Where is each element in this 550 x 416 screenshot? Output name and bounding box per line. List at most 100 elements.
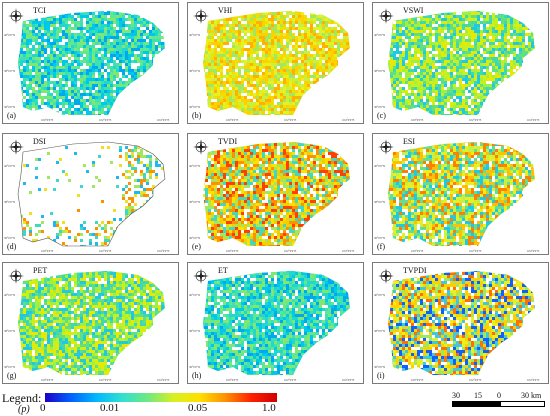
legend-colorbar bbox=[45, 393, 277, 402]
raster-map bbox=[388, 142, 535, 246]
raster-map bbox=[18, 11, 165, 115]
lon-tick: 102°0'0"E bbox=[284, 378, 297, 382]
map-panel-vhi: VHI (b) 100°0'0"E 102°0'0"E 104°0'0"E 40°0'0"… bbox=[187, 2, 364, 124]
lon-tick: 100°0'0"E bbox=[411, 378, 424, 382]
legend-tick-0: 0 bbox=[40, 402, 46, 414]
panel-title: VSWI bbox=[403, 6, 424, 15]
lat-tick: 36°0'0"N bbox=[374, 365, 386, 369]
lon-tick: 104°0'0"E bbox=[157, 378, 170, 382]
map-panel-esi: ESI (f) 100°0'0"E 102°0'0"E 104°0'0"E 40°0'0"… bbox=[372, 133, 549, 255]
lon-tick: 104°0'0"E bbox=[527, 118, 540, 122]
scale-label-1: 15 bbox=[474, 391, 482, 400]
lat-tick: 40°0'0"N bbox=[4, 33, 16, 37]
lon-tick: 104°0'0"E bbox=[527, 378, 540, 382]
scale-label-3: 30 km bbox=[521, 391, 542, 400]
lon-tick: 104°0'0"E bbox=[342, 118, 355, 122]
lon-tick: 102°0'0"E bbox=[469, 378, 482, 382]
lat-tick: 36°0'0"N bbox=[4, 236, 16, 240]
lat-tick: 38°0'0"N bbox=[189, 329, 201, 333]
lon-tick: 102°0'0"E bbox=[284, 249, 297, 253]
raster-map bbox=[388, 11, 535, 115]
legend-label: Legend: bbox=[2, 391, 42, 405]
raster-map bbox=[17, 141, 166, 247]
panel-title: PET bbox=[33, 266, 48, 275]
lon-tick: 102°0'0"E bbox=[99, 378, 112, 382]
map-panel-tvpdi: TVPDI (i) 100°0'0"E 102°0'0"E 104°0'0"E 40°0'… bbox=[372, 262, 549, 384]
raster-map bbox=[18, 271, 165, 375]
raster-map bbox=[203, 11, 350, 115]
lat-tick: 40°0'0"N bbox=[374, 293, 386, 297]
north-arrow-icon bbox=[8, 268, 24, 284]
panel-label: (f) bbox=[377, 242, 385, 251]
panel-title: ET bbox=[218, 266, 228, 275]
lat-tick: 40°0'0"N bbox=[374, 164, 386, 168]
lat-tick: 38°0'0"N bbox=[374, 329, 386, 333]
panel-label: (b) bbox=[192, 111, 202, 120]
lat-tick: 36°0'0"N bbox=[189, 365, 201, 369]
map-panel-tvdi: TVDI (e) 100°0'0"E 102°0'0"E 104°0'0"E 40°0'0… bbox=[187, 133, 364, 255]
north-arrow-icon bbox=[378, 268, 394, 284]
scale-label-2: 0 bbox=[497, 391, 501, 400]
lat-tick: 36°0'0"N bbox=[374, 105, 386, 109]
panel-label: (g) bbox=[7, 371, 17, 380]
map-panel-dsi: DSI (d) 100°0'0"E 102°0'0"E 104°0'0"E 40°0'0"… bbox=[2, 133, 179, 255]
lon-tick: 100°0'0"E bbox=[226, 249, 239, 253]
lat-tick: 38°0'0"N bbox=[4, 200, 16, 204]
lon-tick: 100°0'0"E bbox=[41, 249, 54, 253]
scale-bar-white bbox=[500, 401, 545, 407]
raster-map bbox=[388, 271, 535, 375]
legend-tick-1: 0.01 bbox=[100, 402, 120, 414]
lon-tick: 102°0'0"E bbox=[284, 118, 297, 122]
legend-tick-3: 1.0 bbox=[262, 402, 276, 414]
north-arrow-icon bbox=[193, 139, 209, 155]
lat-tick: 36°0'0"N bbox=[189, 236, 201, 240]
lat-tick: 38°0'0"N bbox=[374, 200, 386, 204]
lat-tick: 40°0'0"N bbox=[189, 33, 201, 37]
panel-label: (h) bbox=[192, 371, 202, 380]
lon-tick: 100°0'0"E bbox=[41, 378, 54, 382]
panel-label: (a) bbox=[7, 111, 16, 120]
scale-bar-black bbox=[452, 401, 500, 407]
map-panel-vswi: VSWI (c) 100°0'0"E 102°0'0"E 104°0'0"E 40°0'0… bbox=[372, 2, 549, 124]
panel-title: TVDI bbox=[218, 137, 238, 146]
lat-tick: 40°0'0"N bbox=[4, 164, 16, 168]
lon-tick: 100°0'0"E bbox=[41, 118, 54, 122]
north-arrow-icon bbox=[378, 139, 394, 155]
map-panel-tci: TCI (a) 100°0'0"E 102°0'0"E 104°0'0"E 40°0'0"… bbox=[2, 2, 179, 124]
panel-label: (c) bbox=[377, 111, 386, 120]
raster-map bbox=[203, 271, 350, 375]
panel-title: VHI bbox=[218, 6, 233, 15]
panel-label: (i) bbox=[377, 371, 385, 380]
panel-label: (d) bbox=[7, 242, 17, 251]
lon-tick: 104°0'0"E bbox=[342, 378, 355, 382]
scale-label-0: 30 bbox=[452, 391, 460, 400]
lat-tick: 36°0'0"N bbox=[374, 236, 386, 240]
lat-tick: 38°0'0"N bbox=[374, 69, 386, 73]
lon-tick: 104°0'0"E bbox=[157, 249, 170, 253]
lon-tick: 100°0'0"E bbox=[226, 378, 239, 382]
lon-tick: 104°0'0"E bbox=[342, 249, 355, 253]
lat-tick: 36°0'0"N bbox=[4, 105, 16, 109]
lon-tick: 102°0'0"E bbox=[99, 249, 112, 253]
legend-unit: (p) bbox=[18, 404, 30, 415]
lon-tick: 100°0'0"E bbox=[411, 118, 424, 122]
lat-tick: 40°0'0"N bbox=[4, 293, 16, 297]
panel-title: TCI bbox=[33, 6, 46, 15]
panel-label: (e) bbox=[192, 242, 201, 251]
lon-tick: 100°0'0"E bbox=[411, 249, 424, 253]
map-panel-pet: PET (g) 100°0'0"E 102°0'0"E 104°0'0"E 40°0'0"… bbox=[2, 262, 179, 384]
lat-tick: 36°0'0"N bbox=[189, 105, 201, 109]
lat-tick: 38°0'0"N bbox=[189, 200, 201, 204]
map-panel-et: ET (h) 100°0'0"E 102°0'0"E 104°0'0"E 40°0'0"N… bbox=[187, 262, 364, 384]
panel-title: TVPDI bbox=[403, 266, 427, 275]
lon-tick: 102°0'0"E bbox=[99, 118, 112, 122]
lon-tick: 100°0'0"E bbox=[226, 118, 239, 122]
lon-tick: 104°0'0"E bbox=[527, 249, 540, 253]
north-arrow-icon bbox=[8, 8, 24, 24]
lat-tick: 38°0'0"N bbox=[4, 69, 16, 73]
north-arrow-icon bbox=[378, 8, 394, 24]
north-arrow-icon bbox=[193, 268, 209, 284]
legend-tick-2: 0.05 bbox=[188, 402, 208, 414]
lon-tick: 102°0'0"E bbox=[469, 249, 482, 253]
panel-title: DSI bbox=[33, 137, 46, 146]
